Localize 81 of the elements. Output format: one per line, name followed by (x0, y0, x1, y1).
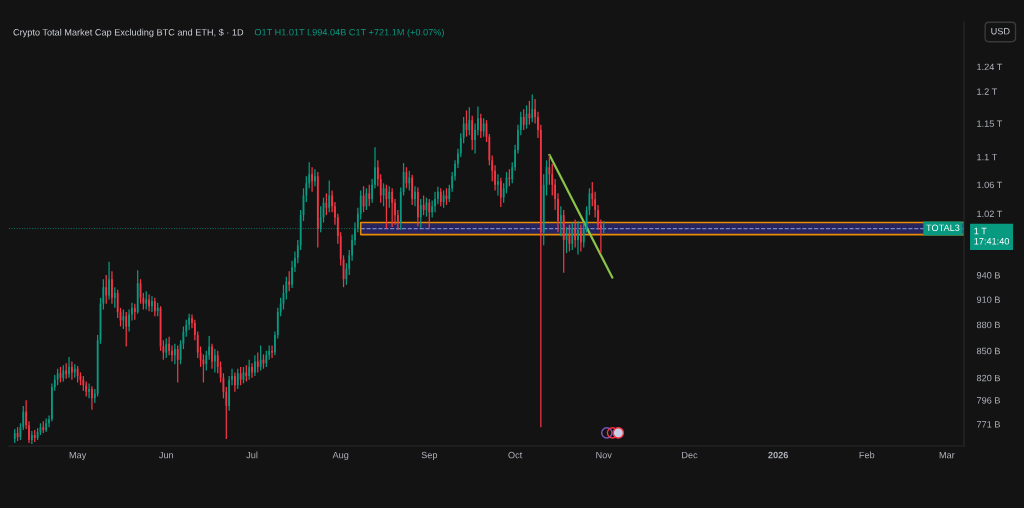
y-tick-label: 1.24 T (977, 63, 1003, 71)
candlestick (414, 185, 416, 207)
candlestick (328, 179, 331, 213)
y-tick-label: 796 B (976, 397, 1000, 404)
candlestick (499, 177, 502, 208)
x-tick-label: Feb (859, 451, 875, 459)
candlestick (497, 173, 499, 197)
x-tick-label: Jul (246, 451, 258, 459)
y-tick-label: 1.06 T (977, 181, 1003, 189)
candlestick (71, 360, 73, 381)
y-tick-label: 1.2 T (977, 88, 998, 95)
x-tick-label: Mar (939, 451, 955, 459)
candlestick (125, 311, 128, 348)
candlestick (482, 117, 485, 138)
candlestick (288, 270, 291, 292)
candlestick (416, 186, 419, 227)
candlestick (234, 371, 236, 393)
y-tick-label: 1.02 T (977, 210, 1003, 218)
x-tick-label: Jun (159, 451, 174, 459)
candlestick (439, 187, 442, 207)
candlestick (148, 293, 150, 312)
candlestick (256, 351, 259, 374)
x-tick-label: May (69, 451, 87, 461)
candlestick (108, 261, 110, 301)
candlestick (91, 385, 93, 411)
y-tick-label: 880 B (976, 321, 1000, 329)
x-tick-label: Aug (332, 451, 349, 461)
x-tick-label: Oct (508, 451, 523, 459)
candlestick (176, 344, 179, 384)
y-tick-label: 1.1 T (977, 153, 998, 161)
candlestick (254, 354, 256, 377)
y-tick-label: 910 B (976, 296, 1000, 303)
candlestick (434, 191, 436, 213)
candlestick (311, 166, 313, 193)
x-tick-label: Dec (682, 451, 698, 459)
annotation: TOTAL3 (926, 224, 960, 232)
y-tick-label: 850 B (976, 347, 1000, 355)
y-tick-label: 820 B (976, 374, 1000, 382)
candlestick (591, 181, 594, 207)
candlestick (314, 168, 316, 187)
candlestick (151, 295, 153, 313)
candlestick (211, 343, 213, 370)
candlestick (111, 270, 113, 305)
candlestick (213, 348, 216, 374)
x-tick-label: Sep (421, 451, 438, 461)
candlestick (113, 286, 116, 309)
candlestick (145, 290, 148, 311)
candlestick (577, 220, 579, 256)
candlestick (522, 108, 525, 131)
candlestick (88, 382, 90, 399)
candlestick (251, 362, 253, 379)
y-tick-label: 940 B (976, 272, 1000, 279)
candlestick (579, 224, 582, 253)
candlestick (122, 308, 125, 330)
candlestick (271, 344, 273, 359)
x-tick-label: 2026 (768, 451, 789, 459)
candlestick (388, 185, 391, 209)
candlestick (408, 170, 411, 192)
candlestick (391, 187, 394, 228)
candlestick (68, 356, 70, 379)
candlestick (571, 221, 574, 251)
candlestick (531, 93, 534, 123)
candlestick (165, 337, 168, 359)
candlestick (419, 198, 422, 229)
candlestick (259, 344, 262, 372)
candlestick (30, 430, 33, 445)
text: Crypto Total Market Cap Excluding BTC and ETH, $ · 1D (13, 28, 244, 38)
ref-line-label: 1 T 17:41:40 (974, 227, 1010, 245)
candlestick (325, 192, 328, 216)
y-tick-label: 1.15 T (977, 120, 1003, 127)
x-tick-label: Nov (596, 451, 612, 459)
y-tick-label: 771 B (976, 421, 1000, 428)
candlestick (153, 297, 156, 317)
text: USD (991, 27, 1010, 35)
candlestick (468, 106, 471, 136)
text: O1T H1.01T L994.04B C1T +721.1M (+0.07%) (254, 28, 444, 38)
candlestick (411, 174, 414, 206)
candlestick (559, 205, 562, 237)
candlestick (248, 359, 251, 381)
candlestick (236, 368, 239, 390)
candlestick (173, 343, 176, 365)
